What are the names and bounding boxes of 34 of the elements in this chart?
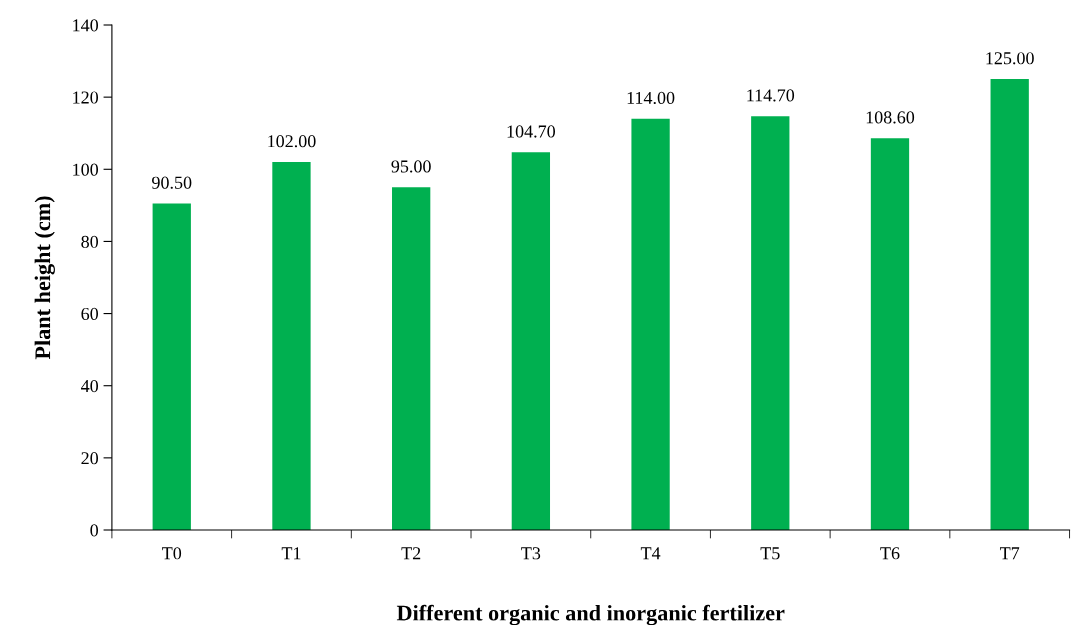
data-label: 108.60 (866, 111, 915, 124)
x-tick-label: T2 (401, 547, 421, 560)
x-tick-label: T0 (162, 547, 182, 560)
bar (392, 187, 431, 530)
y-tick-label: 60 (81, 307, 99, 321)
y-tick-label: 40 (81, 379, 99, 393)
y-tick-label: 120 (73, 91, 99, 104)
y-tick-label: 80 (81, 235, 99, 248)
y-tick-label: 20 (81, 452, 99, 465)
data-label: 104.70 (507, 125, 556, 138)
data-label: 114.00 (627, 91, 675, 105)
data-label: 102.00 (268, 135, 316, 148)
x-tick-label: T7 (999, 547, 1020, 560)
bar (152, 203, 191, 530)
bar (870, 138, 910, 530)
x-tick-label: T3 (521, 547, 541, 560)
x-tick-label: T4 (640, 547, 661, 560)
bar (990, 79, 1029, 530)
data-label: 90.50 (152, 176, 192, 189)
data-label: 114.70 (747, 89, 795, 102)
y-tick-label: 0 (90, 524, 99, 537)
bar (631, 118, 670, 530)
y-axis-title: Plant height (cm) (34, 196, 55, 360)
data-label: 125.00 (986, 52, 1034, 65)
bar (511, 152, 551, 530)
x-tick-label: T5 (760, 547, 780, 560)
x-tick-label: T1 (281, 547, 301, 560)
bar (272, 162, 311, 530)
x-tick-label: T6 (880, 547, 900, 560)
bar (751, 116, 790, 530)
y-tick-label: 140 (73, 19, 99, 32)
data-label: 95.00 (391, 160, 431, 173)
x-axis-title: Different organic and inorganic fertilizer (396, 604, 785, 625)
y-tick-label: 100 (73, 163, 99, 176)
